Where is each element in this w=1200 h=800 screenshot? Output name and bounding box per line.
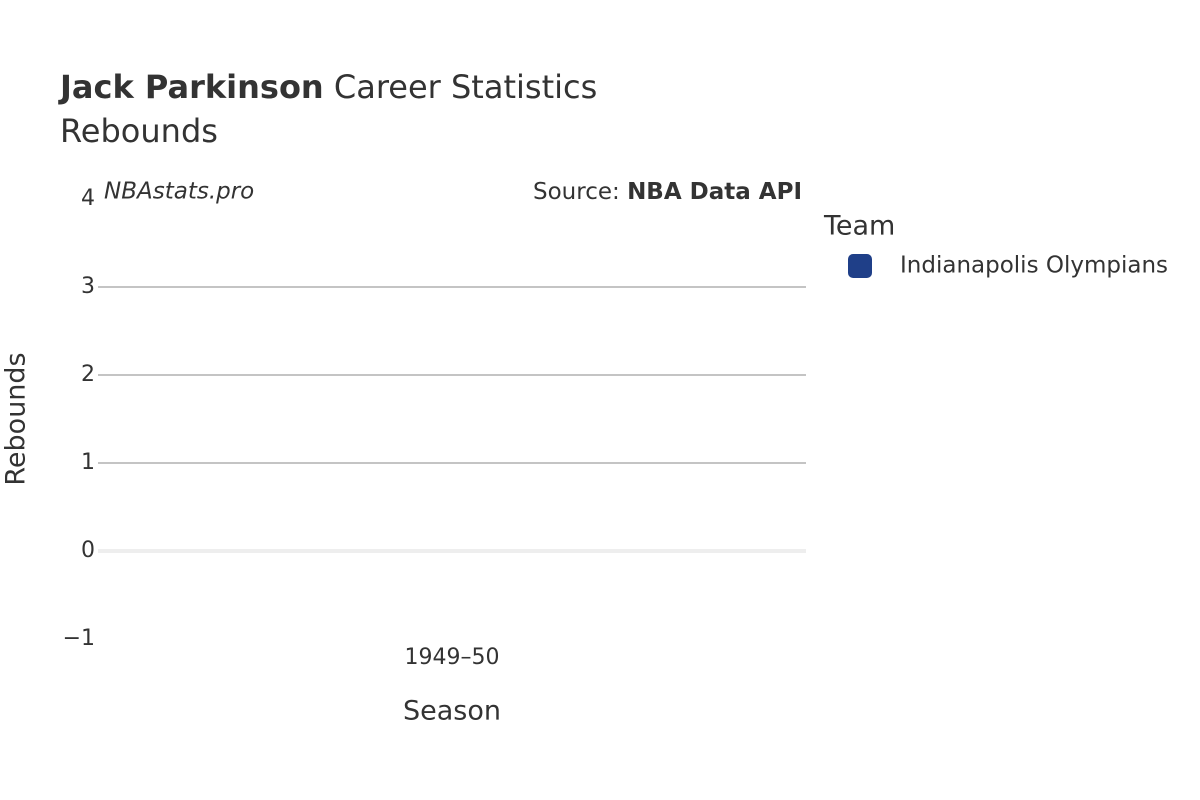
x-tick-label: 1949–50: [405, 645, 500, 670]
y-tick-label: 3: [81, 274, 95, 299]
chart-subtitle: Rebounds: [60, 112, 218, 150]
y-axis-title: Rebounds: [1, 352, 32, 485]
legend-swatch: [848, 254, 872, 278]
x-axis-title: Season: [403, 696, 501, 727]
legend-label: Indianapolis Olympians: [900, 253, 1168, 279]
watermark: NBAstats.pro: [104, 179, 254, 205]
chart-title: Jack Parkinson Career Statistics: [58, 68, 597, 106]
source-name: NBA Data API: [627, 179, 802, 205]
y-tick-label: 2: [81, 362, 95, 387]
source-prefix: Source:: [533, 179, 620, 205]
title-rest: Career Statistics: [334, 68, 597, 106]
y-tick-label: 1: [81, 450, 95, 475]
y-tick-label: 0: [81, 538, 95, 563]
y-tick-label: 4: [81, 186, 95, 211]
legend-title: Team: [823, 211, 895, 242]
y-tick-label: −1: [63, 626, 95, 651]
source: Source: NBA Data API: [533, 179, 802, 205]
title-bold: Jack Parkinson: [58, 68, 324, 106]
